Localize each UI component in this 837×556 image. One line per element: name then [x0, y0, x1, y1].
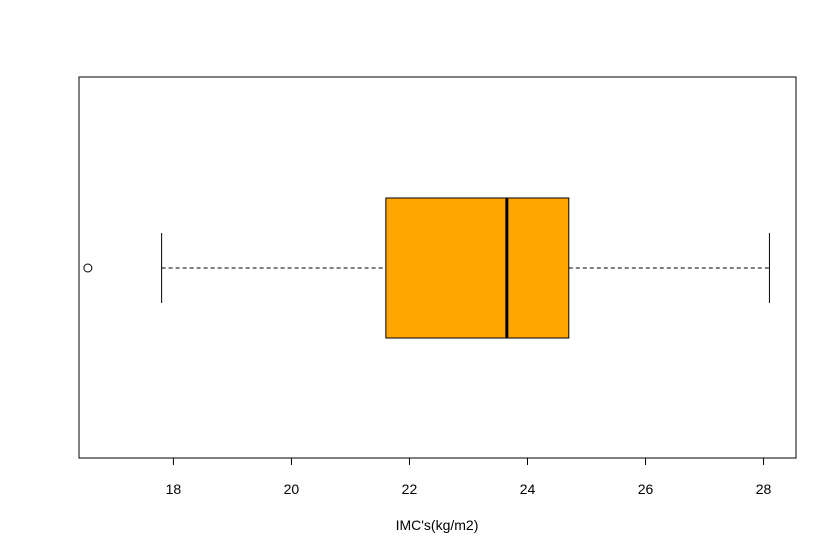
x-tick-label: 18 [166, 481, 182, 497]
x-axis-label: IMC's(kg/m2) [396, 517, 479, 533]
x-tick-label: 28 [756, 481, 772, 497]
outlier-point [83, 263, 93, 273]
boxplot-marks [83, 197, 770, 339]
x-tick-label: 26 [638, 481, 654, 497]
x-tick-label: 24 [520, 481, 536, 497]
x-tick-label: 20 [284, 481, 300, 497]
x-tick-label: 22 [402, 481, 418, 497]
x-axis: 18 20 22 24 26 28 [166, 457, 772, 497]
iqr-box [385, 197, 570, 339]
